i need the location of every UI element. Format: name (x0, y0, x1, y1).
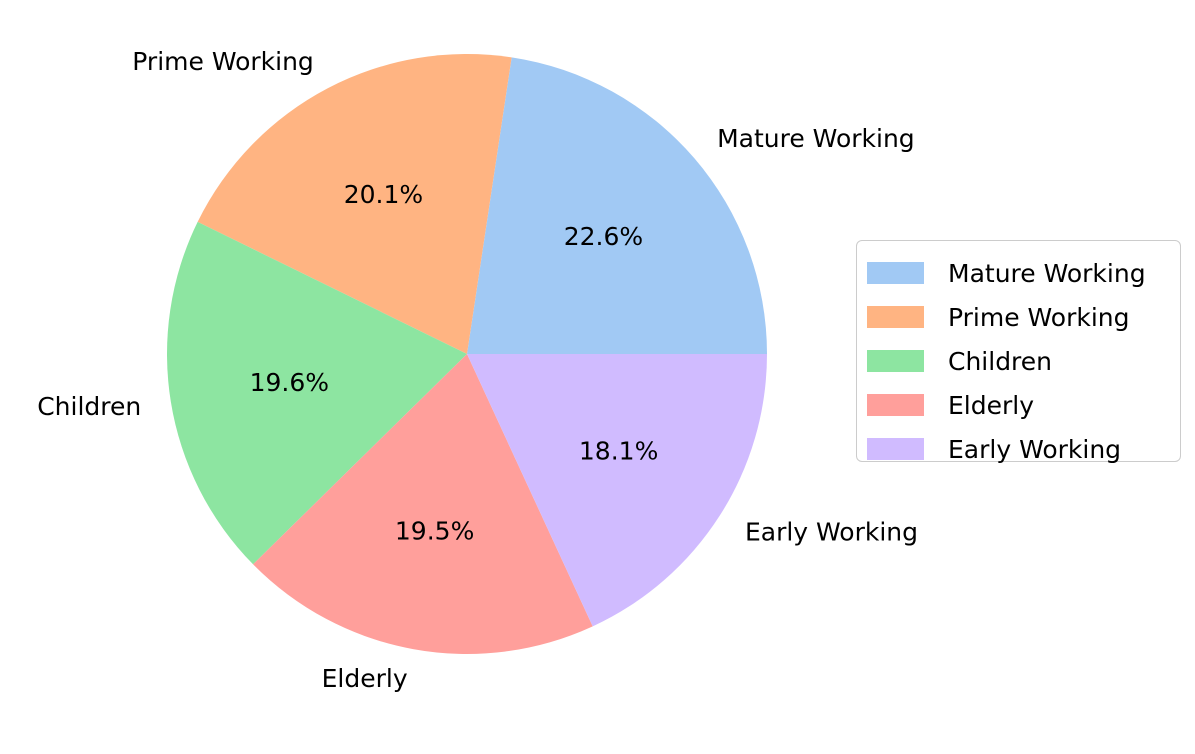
legend-swatch (867, 350, 924, 372)
slice-label-early-working: Early Working (745, 517, 918, 546)
percent-label-elderly: 19.5% (395, 517, 474, 546)
legend-swatch (867, 394, 924, 416)
legend-label: Prime Working (948, 302, 1130, 332)
slice-label-children: Children (37, 392, 141, 421)
slice-elderly (253, 354, 593, 654)
legend-swatch (867, 262, 924, 284)
percent-label-early-working: 18.1% (579, 437, 658, 466)
slice-label-prime-working: Prime Working (132, 47, 314, 76)
slice-mature-working (467, 57, 767, 354)
legend-label: Elderly (948, 390, 1035, 420)
slice-label-mature-working: Mature Working (717, 124, 915, 153)
legend-item-mature-working: Mature Working (867, 251, 1170, 295)
slice-label-elderly: Elderly (322, 664, 408, 693)
legend-label: Children (948, 346, 1053, 376)
legend: Mature Working Prime Working Children Elder… (856, 240, 1181, 464)
legend-item-elderly: Elderly (867, 383, 1170, 427)
legend-swatch (867, 306, 924, 328)
percent-label-prime-working: 20.1% (344, 180, 423, 209)
legend-items: Mature Working Prime Working Children Elder… (867, 251, 1170, 471)
legend-label: Mature Working (948, 258, 1146, 288)
pie-labels: 22.6% Mature Working 20.1% Prime Working 19.… (37, 47, 918, 693)
percent-label-children: 19.6% (250, 368, 329, 397)
legend-item-prime-working: Prime Working (867, 295, 1170, 339)
slice-early-working (467, 354, 767, 627)
legend-swatch (867, 438, 924, 460)
legend-item-early-working: Early Working (867, 427, 1170, 471)
legend-label: Early Working (948, 434, 1122, 464)
slice-prime-working (197, 54, 512, 354)
legend-item-children: Children (867, 339, 1170, 383)
pie-slices (167, 54, 767, 654)
percent-label-mature-working: 22.6% (564, 222, 643, 251)
slice-children (167, 221, 467, 565)
